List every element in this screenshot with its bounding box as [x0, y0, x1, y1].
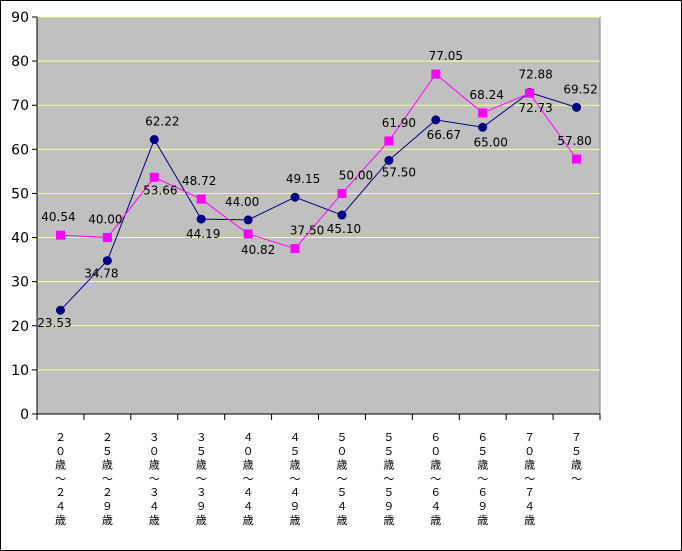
y-axis-ticks: 0 10 20 30 40 50 60 70 80 90 — [11, 10, 37, 423]
data-label: 45.10 — [327, 222, 361, 236]
data-point — [337, 188, 347, 198]
data-point — [525, 88, 535, 98]
data-labels: 23.53 34.78 62.22 44.19 44.00 49.15 45.10 57.50… — [37, 49, 597, 330]
data-label: 65.00 — [474, 135, 508, 149]
data-label: 40.54 — [41, 210, 75, 224]
y-tick-label: 40 — [11, 231, 29, 247]
data-label: 72.88 — [518, 68, 552, 82]
data-label: 57.80 — [557, 134, 591, 148]
y-tick-label: 80 — [11, 54, 29, 70]
data-point — [572, 102, 582, 112]
data-point — [337, 210, 347, 220]
data-point — [55, 230, 65, 240]
x-category-label: ４０歳～４４歳 — [243, 431, 254, 527]
data-label: 57.50 — [382, 165, 416, 179]
data-label: 23.53 — [37, 316, 71, 330]
data-label: 69.52 — [563, 82, 597, 96]
data-point — [572, 154, 582, 164]
data-point — [431, 115, 441, 125]
data-label: 44.00 — [225, 195, 259, 209]
data-point — [102, 256, 112, 266]
y-tick-label: 60 — [11, 142, 29, 158]
y-tick-label: 70 — [11, 98, 29, 114]
data-point — [196, 214, 206, 224]
data-point — [149, 172, 159, 182]
series-lines — [60, 73, 577, 311]
x-category-label: ３０歳～３４歳 — [149, 431, 160, 527]
y-tick-label: 90 — [11, 10, 29, 26]
data-label: 61.90 — [382, 116, 416, 130]
data-label: 40.00 — [88, 213, 122, 227]
data-label: 34.78 — [84, 267, 118, 281]
data-point — [478, 108, 488, 118]
data-label: 68.24 — [470, 88, 504, 102]
data-label: 49.15 — [286, 172, 320, 186]
x-category-label: ５５歳～５９歳 — [383, 431, 394, 527]
data-point — [149, 135, 159, 145]
data-point — [55, 305, 65, 315]
data-label: 62.22 — [145, 115, 179, 129]
data-point — [384, 155, 394, 165]
x-axis-categories: ２０歳～２４歳 ２５歳～２９歳 ３０歳～３４歳 ３５歳～３９歳 ４０歳～４４歳 ４５歳～４… — [36, 414, 601, 527]
data-point — [431, 69, 441, 79]
x-category-label: ２０歳～２４歳 — [55, 431, 66, 527]
x-category-label: ６０歳～６４歳 — [430, 431, 441, 527]
series-line-1 — [60, 73, 577, 250]
series-line-0 — [60, 91, 577, 311]
data-point — [478, 122, 488, 132]
x-category-label: ３５歳～３９歳 — [196, 431, 207, 527]
y-tick-label: 10 — [11, 363, 29, 379]
data-label: 44.19 — [186, 227, 220, 241]
data-label: 72.73 — [518, 101, 552, 115]
data-point — [290, 192, 300, 202]
data-point — [243, 215, 253, 225]
data-label: 77.05 — [429, 49, 463, 63]
y-tick-label: 30 — [11, 275, 29, 291]
x-category-label: ２５歳～２９歳 — [102, 431, 113, 527]
data-label: 48.72 — [182, 174, 216, 188]
series-markers — [55, 69, 582, 315]
plot-area — [36, 16, 601, 415]
data-label: 50.00 — [339, 168, 373, 182]
data-label: 53.66 — [143, 183, 177, 197]
x-category-label: ５０歳～５４歳 — [336, 431, 347, 527]
y-tick-label: 20 — [11, 319, 29, 335]
x-category-label: ４５歳～４９歳 — [290, 431, 301, 527]
y-tick-label: 50 — [11, 186, 29, 202]
data-point — [384, 136, 394, 146]
data-point — [243, 229, 253, 239]
data-label: 37.50 — [290, 224, 324, 238]
x-category-label: ６５歳～６９歳 — [477, 431, 488, 527]
gridlines — [37, 16, 600, 371]
data-label: 66.67 — [427, 128, 461, 142]
data-point — [290, 244, 300, 254]
y-tick-label: 0 — [20, 407, 29, 423]
data-point — [102, 233, 112, 243]
data-point — [196, 194, 206, 204]
data-label: 40.82 — [241, 243, 275, 257]
x-category-label: ７５歳～ — [571, 431, 582, 485]
x-category-label: ７０歳～７４歳 — [524, 431, 535, 527]
